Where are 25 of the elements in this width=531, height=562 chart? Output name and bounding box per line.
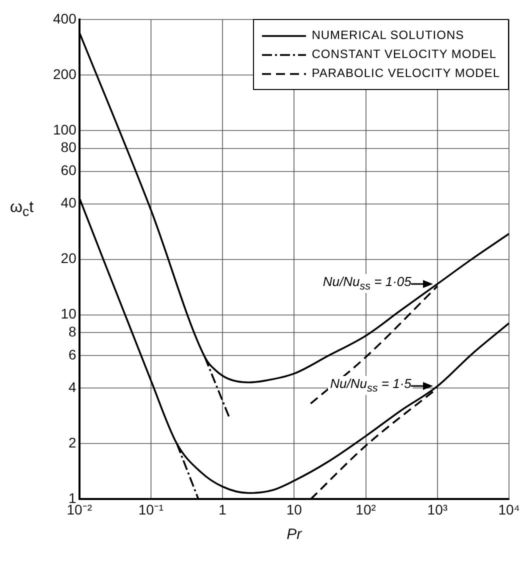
y-tick-label: 60 bbox=[60, 162, 77, 178]
x-tick-label: 10⁴ bbox=[498, 501, 520, 518]
x-tick-label: 10⁻¹ bbox=[138, 501, 164, 518]
x-axis-title: Pr bbox=[286, 526, 303, 544]
legend-label: CONSTANT VELOCITY MODEL bbox=[312, 46, 497, 64]
y-tick-label: 100 bbox=[53, 121, 77, 138]
y-axis-title: ω$_{c}$t bbox=[10, 199, 34, 220]
annotation: Nu/Nu$_{ss}$ = 1·05 bbox=[320, 274, 414, 293]
y-tick-label: 4 bbox=[68, 379, 77, 396]
legend-label: PARABOLIC VELOCITY MODEL bbox=[312, 65, 500, 82]
x-tick-label: 10² bbox=[356, 501, 376, 518]
y-tick-label: 6 bbox=[68, 346, 77, 363]
y-tick-label: 10 bbox=[60, 306, 77, 322]
y-tick-label: 2 bbox=[68, 434, 77, 451]
y-tick-label: 20 bbox=[60, 250, 77, 266]
y-tick-label: 40 bbox=[60, 194, 77, 211]
y-tick-label: 200 bbox=[53, 66, 77, 82]
legend-label: NUMERICAL SOLUTIONS bbox=[312, 27, 464, 44]
y-tick-label: 80 bbox=[60, 139, 77, 156]
x-tick-label: 10 bbox=[286, 501, 302, 518]
annotation: Nu/Nu$_{ss}$ = 1·5 bbox=[328, 376, 414, 395]
x-tick-label: 10³ bbox=[427, 501, 448, 518]
x-tick-label: 1 bbox=[218, 501, 227, 518]
y-tick-label: 400 bbox=[53, 10, 77, 26]
y-tick-label: 8 bbox=[68, 324, 77, 340]
